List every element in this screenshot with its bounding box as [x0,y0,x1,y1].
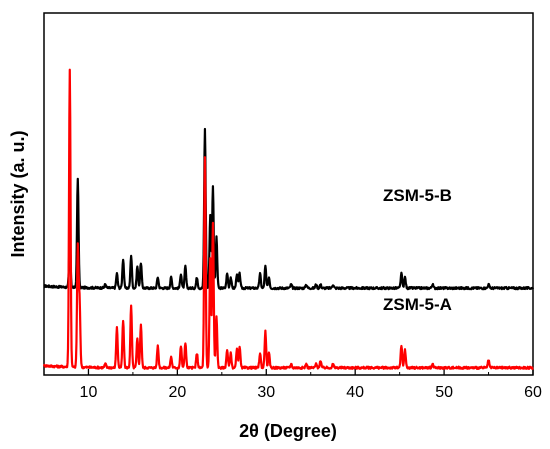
x-tick-label: 10 [80,384,98,401]
x-tick-label: 20 [168,384,186,401]
x-tick-label: 30 [257,384,275,401]
plot-frame [43,12,534,376]
x-axis: 10 20 30 40 50 60 [43,369,542,401]
series-layer [42,68,535,370]
x-axis-title: 2θ (Degree) [239,421,337,441]
series-label-zsm-5-a: ZSM-5-A [383,295,452,314]
series-line-zsm-5-a [42,68,534,370]
x-tick-label: 40 [346,384,364,401]
x-tick-label: 60 [524,384,542,401]
series-line-zsm-5-b [43,127,535,291]
series-label-zsm-5-b: ZSM-5-B [383,186,452,205]
x-tick-label: 50 [435,384,453,401]
y-axis-title: Intensity (a. u.) [8,130,28,257]
